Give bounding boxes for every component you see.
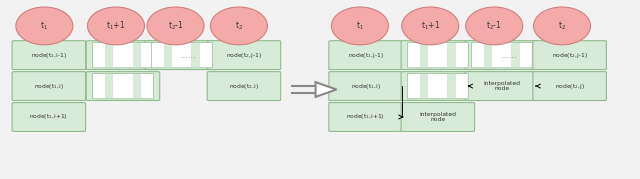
FancyBboxPatch shape [164, 43, 172, 67]
FancyBboxPatch shape [12, 103, 86, 131]
Polygon shape [316, 82, 337, 97]
FancyBboxPatch shape [465, 41, 539, 70]
FancyBboxPatch shape [408, 42, 468, 68]
FancyBboxPatch shape [132, 74, 141, 98]
FancyBboxPatch shape [145, 41, 219, 70]
Ellipse shape [534, 7, 591, 45]
FancyBboxPatch shape [132, 43, 141, 67]
Text: t$_2$-1: t$_2$-1 [168, 20, 183, 32]
FancyBboxPatch shape [12, 72, 86, 100]
FancyBboxPatch shape [408, 73, 468, 99]
Text: node(t$_1$,i): node(t$_1$,i) [34, 82, 64, 91]
Text: node(t$_2$,j-1): node(t$_2$,j-1) [226, 51, 262, 60]
FancyBboxPatch shape [86, 41, 160, 70]
Text: ......: ...... [501, 51, 516, 60]
FancyBboxPatch shape [207, 72, 281, 100]
Text: node(t$_1$,i+1): node(t$_1$,i+1) [346, 112, 385, 122]
Ellipse shape [147, 7, 204, 45]
Text: t$_2$: t$_2$ [235, 20, 243, 32]
FancyBboxPatch shape [401, 41, 475, 70]
FancyBboxPatch shape [401, 72, 475, 100]
Ellipse shape [211, 7, 268, 45]
Text: node(t$_1$,j-1): node(t$_1$,j-1) [348, 51, 383, 60]
Ellipse shape [466, 7, 523, 45]
FancyBboxPatch shape [533, 72, 606, 100]
FancyBboxPatch shape [105, 43, 113, 67]
FancyBboxPatch shape [207, 41, 281, 70]
FancyBboxPatch shape [533, 41, 606, 70]
FancyBboxPatch shape [93, 42, 154, 68]
Ellipse shape [16, 7, 73, 45]
Ellipse shape [402, 7, 459, 45]
Ellipse shape [332, 7, 388, 45]
FancyBboxPatch shape [484, 43, 492, 67]
Text: interpolated
node: interpolated node [483, 81, 520, 91]
Text: ......: ...... [180, 51, 196, 60]
Text: node(t$_1$,i-1): node(t$_1$,i-1) [31, 51, 67, 60]
Text: t$_1$: t$_1$ [40, 20, 49, 32]
FancyBboxPatch shape [420, 74, 428, 98]
Text: node(t$_1$,i): node(t$_1$,i) [351, 82, 381, 91]
FancyBboxPatch shape [329, 103, 403, 131]
FancyBboxPatch shape [465, 72, 539, 100]
FancyBboxPatch shape [420, 43, 428, 67]
FancyBboxPatch shape [329, 72, 403, 100]
FancyBboxPatch shape [472, 42, 532, 68]
Text: t$_1$+1: t$_1$+1 [420, 20, 440, 32]
FancyBboxPatch shape [93, 73, 154, 99]
Text: t$_1$: t$_1$ [356, 20, 364, 32]
Text: interpolated
node: interpolated node [419, 112, 456, 122]
Text: node(t$_2$,i): node(t$_2$,i) [229, 82, 259, 91]
FancyBboxPatch shape [447, 74, 456, 98]
Text: t$_1$+1: t$_1$+1 [106, 20, 125, 32]
FancyBboxPatch shape [105, 74, 113, 98]
FancyBboxPatch shape [447, 43, 456, 67]
Ellipse shape [88, 7, 145, 45]
FancyBboxPatch shape [191, 43, 200, 67]
FancyBboxPatch shape [401, 103, 475, 131]
FancyBboxPatch shape [86, 72, 160, 100]
FancyBboxPatch shape [511, 43, 520, 67]
Text: node(t$_2$,j): node(t$_2$,j) [555, 82, 584, 91]
Text: t$_2$-1: t$_2$-1 [486, 20, 502, 32]
FancyBboxPatch shape [152, 42, 212, 68]
Text: node(t$_1$,i+1): node(t$_1$,i+1) [29, 112, 68, 122]
FancyBboxPatch shape [12, 41, 86, 70]
Text: node(t$_2$,j-1): node(t$_2$,j-1) [552, 51, 588, 60]
Text: t$_2$: t$_2$ [558, 20, 566, 32]
FancyBboxPatch shape [329, 41, 403, 70]
